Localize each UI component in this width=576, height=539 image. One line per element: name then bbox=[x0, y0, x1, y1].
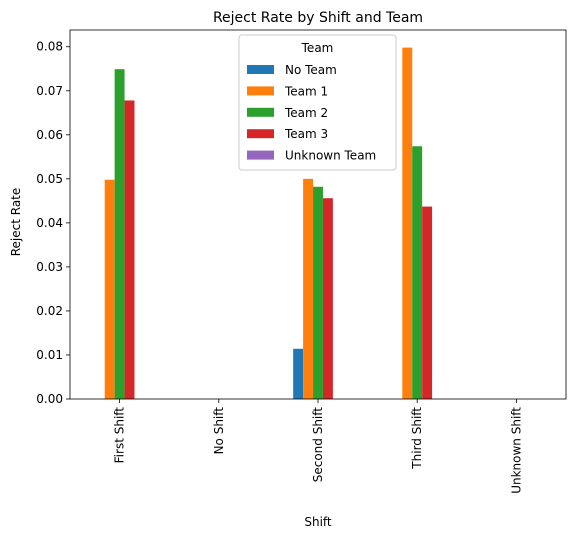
y-tick-label: 0.03 bbox=[36, 260, 63, 274]
y-tick-label: 0.08 bbox=[36, 40, 63, 54]
legend-label: Team 1 bbox=[284, 84, 328, 98]
legend-swatch bbox=[247, 107, 274, 117]
bar bbox=[104, 179, 115, 399]
x-tick-label: First Shift bbox=[113, 407, 127, 464]
y-axis-label: Reject Rate bbox=[9, 188, 23, 257]
legend-swatch bbox=[247, 65, 274, 74]
legend-swatch bbox=[247, 86, 274, 96]
x-tick-label: Second Shift bbox=[311, 407, 325, 483]
y-tick-label: 0.00 bbox=[36, 392, 63, 406]
legend-swatch bbox=[247, 150, 274, 160]
bar bbox=[114, 69, 125, 400]
x-tick-label: No Shift bbox=[212, 407, 226, 455]
bar bbox=[412, 146, 423, 399]
bar bbox=[303, 178, 314, 399]
bar bbox=[124, 100, 135, 399]
bar bbox=[422, 206, 433, 399]
x-axis-label: Shift bbox=[304, 515, 332, 529]
bar bbox=[402, 47, 413, 399]
y-tick-label: 0.01 bbox=[36, 348, 63, 362]
legend-label: Team 2 bbox=[284, 106, 328, 120]
y-tick-label: 0.07 bbox=[36, 84, 63, 98]
y-tick-label: 0.04 bbox=[36, 216, 63, 230]
y-tick-label: 0.05 bbox=[36, 172, 63, 186]
legend-label: Team 3 bbox=[284, 127, 328, 141]
legend-title: Team bbox=[301, 41, 334, 55]
x-axis: First Shift No Shift Second Shift Third Shi… bbox=[113, 399, 523, 494]
chart-title: Reject Rate by Shift and Team bbox=[213, 10, 423, 26]
y-tick-label: 0.02 bbox=[36, 304, 63, 318]
bar bbox=[293, 348, 304, 399]
bar bbox=[313, 186, 323, 399]
legend-box bbox=[238, 34, 397, 171]
legend-label: No Team bbox=[285, 63, 337, 77]
legend-label: Unknown Team bbox=[285, 149, 376, 163]
y-axis: 0.00 0.01 0.02 0.03 0.04 0.05 0.06 0.07 0.08 bbox=[36, 40, 70, 406]
legend: Team No Team Team 1 Team 2 Team 3 Unknown Tea… bbox=[238, 34, 397, 171]
legend-swatch bbox=[247, 129, 274, 139]
bar bbox=[322, 198, 333, 399]
x-tick-label: Unknown Shift bbox=[509, 407, 523, 494]
x-tick-label: Third Shift bbox=[410, 407, 424, 470]
y-tick-label: 0.06 bbox=[36, 128, 63, 142]
